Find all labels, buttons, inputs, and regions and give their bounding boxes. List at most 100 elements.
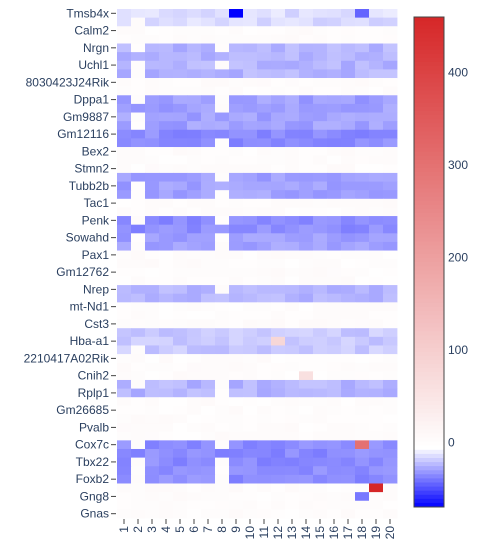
heatmap-cell: [369, 164, 384, 174]
heatmap-cell: [369, 207, 384, 217]
colorbar-segment: [414, 225, 444, 230]
heatmap-cell: [173, 216, 188, 226]
heatmap-cell: [229, 17, 244, 27]
heatmap-cell: [201, 440, 216, 450]
heatmap-cell: [159, 250, 174, 260]
heatmap-cell: [131, 423, 146, 433]
colorbar-segment: [414, 498, 444, 504]
heatmap-cell: [187, 241, 202, 251]
heatmap-cell: [299, 78, 314, 88]
heatmap-cell: [117, 362, 132, 372]
heatmap-cell: [131, 138, 146, 148]
colorbar-segment: [414, 421, 444, 426]
heatmap-cell: [201, 34, 216, 44]
heatmap-cell: [313, 86, 328, 96]
heatmap-cell: [383, 86, 398, 96]
heatmap-cell: [327, 492, 342, 502]
colorbar-segment: [414, 78, 444, 83]
heatmap-cell: [117, 371, 132, 381]
colorbar-segment: [414, 478, 444, 483]
heatmap-cell: [369, 103, 384, 113]
heatmap-cell: [271, 448, 286, 459]
heatmap-cell: [271, 293, 286, 303]
heatmap-cell: [145, 431, 160, 441]
colorbar-segment: [414, 196, 444, 202]
heatmap-cell: [369, 216, 384, 226]
heatmap-cell: [215, 379, 230, 389]
y-tick-label: Calm2: [74, 24, 109, 38]
heatmap-cell: [173, 78, 188, 88]
heatmap-cell: [271, 60, 286, 70]
heatmap-cell: [117, 492, 132, 502]
heatmap-cell: [341, 500, 356, 510]
heatmap-cell: [229, 492, 244, 502]
heatmap-cell: [355, 336, 370, 346]
heatmap-cell: [117, 448, 132, 459]
heatmap-cell: [285, 155, 300, 165]
heatmap-cell: [215, 181, 230, 191]
colorbar-segment: [414, 347, 444, 353]
heatmap-cell: [285, 414, 300, 424]
heatmap-cell: [243, 457, 258, 467]
heatmap-cell: [299, 310, 314, 320]
y-tick-label: Uchl1: [78, 58, 109, 72]
heatmap-cell: [201, 509, 216, 519]
heatmap-cell: [271, 474, 286, 484]
heatmap-cell: [243, 17, 258, 27]
heatmap-cell: [257, 147, 272, 157]
heatmap-cell: [243, 129, 258, 139]
heatmap-cell: [341, 405, 356, 415]
heatmap-cell: [313, 276, 328, 286]
heatmap-cell: [215, 164, 230, 174]
heatmap-cell: [215, 267, 230, 277]
heatmap-cell: [257, 405, 272, 415]
heatmap-cell: [187, 69, 202, 79]
heatmap-cell: [131, 103, 146, 113]
heatmap-cell: [201, 466, 216, 476]
heatmap-cell: [355, 509, 370, 519]
heatmap-cell: [229, 224, 244, 234]
heatmap-cell: [313, 43, 328, 53]
heatmap-cell: [355, 354, 370, 364]
heatmap-cell: [117, 181, 132, 191]
heatmap-cell: [117, 190, 132, 200]
heatmap-cell: [257, 26, 272, 36]
heatmap-cell: [271, 164, 286, 174]
x-tick-label: 19: [369, 526, 383, 540]
heatmap-cell: [145, 509, 160, 519]
heatmap-cell: [299, 259, 314, 269]
heatmap-cell: [243, 259, 258, 269]
heatmap-cell: [383, 78, 398, 88]
heatmap-cell: [271, 233, 286, 243]
y-tick-label: mt-Nd1: [70, 300, 110, 314]
y-axis-tick-labels: Tmsb4x Calm2 Nrgn Uchl1 8030423J24Rik Dppa1 Gm…: [24, 6, 116, 521]
heatmap-cell: [355, 216, 370, 226]
heatmap-cell: [201, 190, 216, 200]
heatmap-cell: [299, 207, 314, 217]
heatmap-cell: [355, 138, 370, 148]
heatmap-cell: [369, 78, 384, 88]
colorbar-segment: [414, 311, 444, 316]
colorbar-segment: [414, 131, 444, 136]
heatmap-cell: [159, 78, 174, 88]
heatmap-cell: [131, 483, 146, 493]
heatmap-cell: [383, 379, 398, 389]
heatmap-cell: [369, 414, 384, 424]
heatmap-cell: [187, 285, 202, 295]
colorbar-segment: [414, 74, 444, 79]
heatmap-cell: [229, 362, 244, 372]
heatmap-cell: [271, 172, 286, 182]
heatmap-cell: [341, 509, 356, 519]
heatmap-cell: [201, 250, 216, 260]
heatmap-cell: [117, 293, 132, 303]
heatmap-cell: [145, 26, 160, 36]
colorbar-segment: [414, 257, 444, 263]
heatmap-cell: [229, 86, 244, 96]
heatmap-cell: [243, 285, 258, 295]
heatmap-cell: [215, 414, 230, 424]
y-tick-label: Gm12762: [56, 265, 109, 279]
heatmap-cell: [355, 474, 370, 484]
heatmap-cell: [341, 43, 356, 53]
heatmap-cell: [117, 129, 132, 139]
heatmap-cell: [355, 388, 370, 398]
